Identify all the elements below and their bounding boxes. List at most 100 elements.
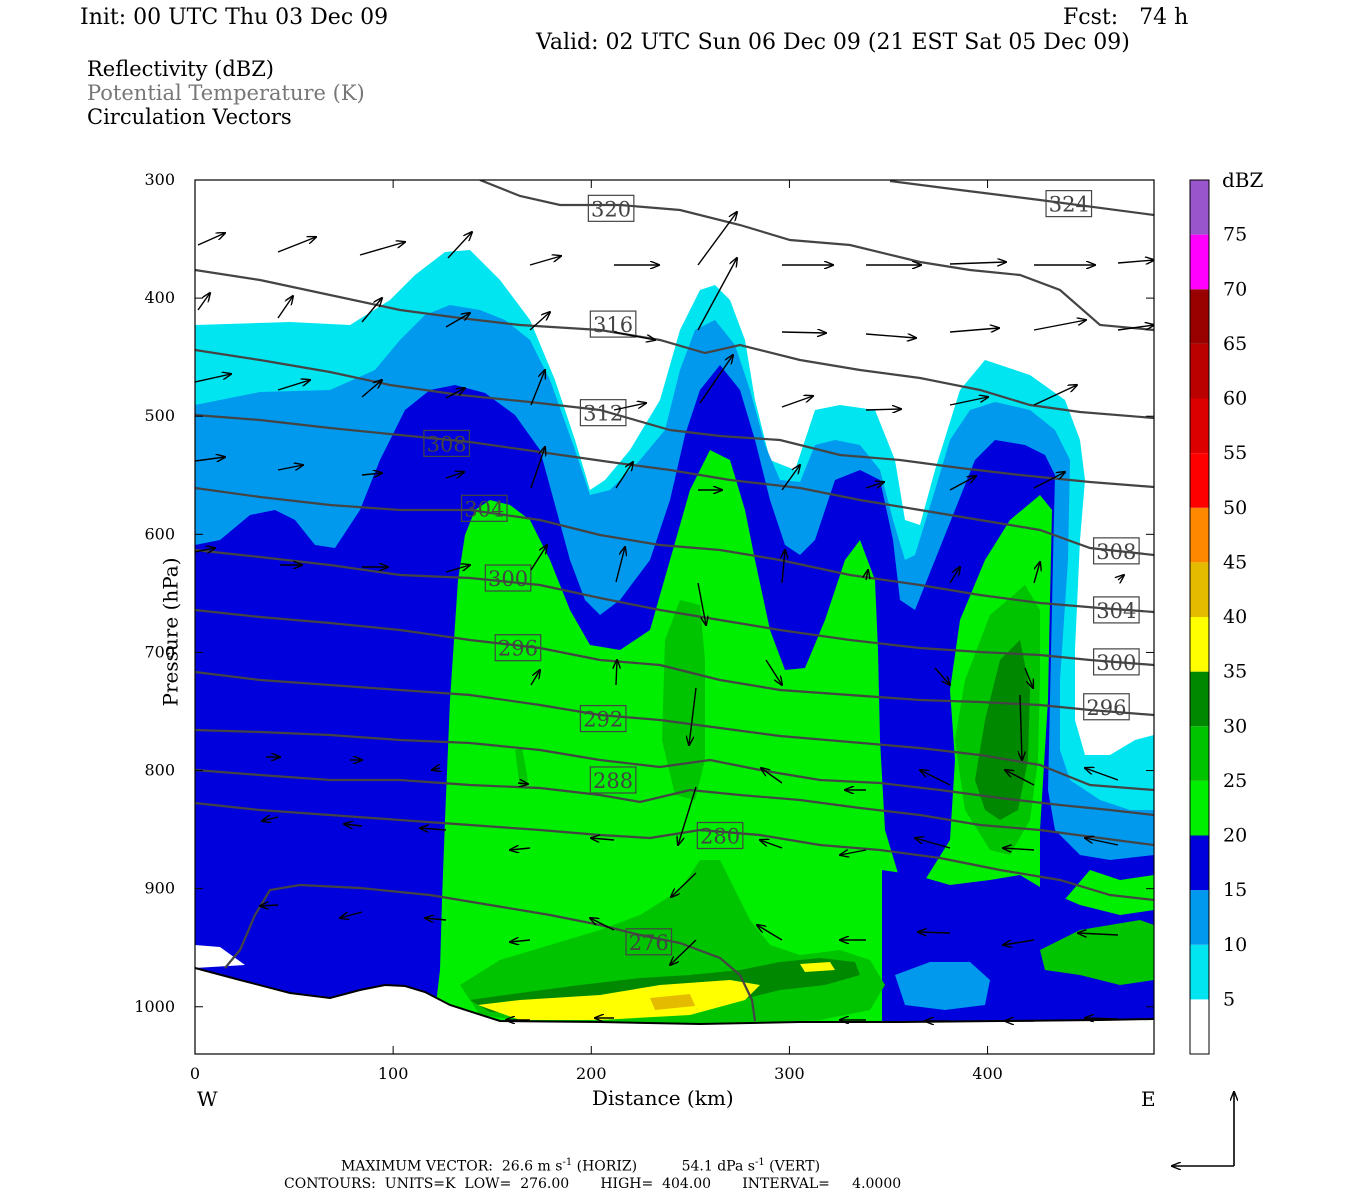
colorbar-bin-60 xyxy=(1190,343,1209,399)
colorbar-label: 65 xyxy=(1223,333,1247,355)
colorbar-bin-70 xyxy=(1190,234,1209,290)
colorbar-frame xyxy=(1189,179,1210,1055)
colorbar-bin-25 xyxy=(1190,726,1209,781)
axes: 300 400 500 600 700 800 900 1000 0 100 200 300 400 xyxy=(134,170,1154,1083)
x-tick-label: 100 xyxy=(378,1064,409,1083)
theta-324-top xyxy=(889,180,1154,217)
colorbar-bin-below-5 xyxy=(1190,999,1209,1054)
footer-max-vector: MAXIMUM VECTOR: 26.6 m s-1 (HORIZ) 54.1 … xyxy=(341,1157,820,1175)
dbz-25-blob-c xyxy=(515,748,528,788)
theta-label-box xyxy=(589,766,637,794)
theta-label: 276 xyxy=(629,931,669,955)
colorbar-label: 75 xyxy=(1223,224,1247,246)
circulation-vectors xyxy=(195,212,1154,1021)
theta-label: 324 xyxy=(1049,193,1089,217)
theta-label-box xyxy=(1083,693,1130,721)
theta-label-box xyxy=(625,928,673,956)
theta-label: 288 xyxy=(593,769,633,793)
valid-time: Valid: 02 UTC Sun 06 Dec 09 (21 EST Sat … xyxy=(536,30,1130,55)
theta-292 xyxy=(195,670,1154,792)
theta-label-box xyxy=(1093,596,1140,624)
theta-296 xyxy=(195,608,1154,717)
dbz-lt5-bottom-left xyxy=(195,945,245,968)
x-tick-label: 200 xyxy=(576,1064,607,1083)
theta-label: 304 xyxy=(1096,599,1136,623)
underground-mask xyxy=(195,968,1154,1054)
dbz-40-core xyxy=(650,994,695,1010)
x-axis-title: Distance (km) xyxy=(592,1086,734,1110)
theta-contour-labels: 320 324 316 312 308 304 300 296 292 288 280 276 308 3… xyxy=(423,190,1140,956)
colorbar-label: 55 xyxy=(1223,442,1247,464)
theta-label-box xyxy=(1045,190,1093,218)
dbz-25-right-low xyxy=(1040,920,1154,985)
colorbar-label: 15 xyxy=(1223,879,1247,901)
y-tick-label: 600 xyxy=(144,524,175,543)
colorbar-label: 20 xyxy=(1223,825,1247,847)
max-vert-value: 54.1 dPa s xyxy=(681,1158,755,1175)
dbz-10-blob-right xyxy=(895,962,990,1010)
colorbar-bin-45 xyxy=(1190,507,1209,563)
theta-label-box xyxy=(484,564,532,592)
dbz-30-column xyxy=(975,640,1030,820)
theta-label: 296 xyxy=(498,637,538,661)
y-tick-label: 300 xyxy=(144,170,175,189)
max-horiz-value: 26.6 m s xyxy=(501,1158,563,1175)
colorbar-label: 45 xyxy=(1223,551,1247,573)
colorbar-label: 30 xyxy=(1223,715,1247,737)
colorbar-bin-10 xyxy=(1190,890,1209,945)
y-tick-label: 800 xyxy=(144,761,175,780)
field-vectors: Circulation Vectors xyxy=(87,105,292,129)
reflectivity-field xyxy=(195,250,1154,1054)
y-tick-label: 500 xyxy=(144,406,175,425)
max-vector-label: MAXIMUM VECTOR: xyxy=(341,1158,493,1175)
colorbar-label: 25 xyxy=(1223,770,1247,792)
colorbar-bin-50 xyxy=(1190,453,1209,508)
max-horiz-exp: -1 xyxy=(562,1157,573,1168)
colorbar-label: 35 xyxy=(1223,661,1247,683)
theta-label: 280 xyxy=(700,825,740,849)
theta-label-box xyxy=(423,429,470,457)
colorbar-bin-5 xyxy=(1190,944,1209,1000)
theta-label: 316 xyxy=(593,313,633,337)
colorbar-bin-75 xyxy=(1190,180,1209,235)
theta-label-box xyxy=(579,399,627,427)
max-vert-tag: (VERT) xyxy=(769,1158,821,1175)
colorbar-bin-20 xyxy=(1190,780,1209,836)
theta-label-box xyxy=(589,310,637,338)
colorbar-bin-35 xyxy=(1190,617,1209,672)
plot-frame xyxy=(194,179,1155,1055)
max-vert-exp: -1 xyxy=(754,1157,765,1168)
theta-label: 308 xyxy=(427,432,467,456)
colorbar: 5 10 15 20 25 30 35 40 45 50 55 60 65 70 75 xyxy=(1189,179,1247,1055)
theta-304 xyxy=(195,486,1154,614)
theta-label: 308 xyxy=(1096,540,1136,564)
theta-label-box xyxy=(1093,537,1140,565)
theta-label: 312 xyxy=(583,402,623,426)
theta-label-box xyxy=(494,634,542,662)
theta-label: 320 xyxy=(591,197,631,221)
theta-label-box xyxy=(696,821,744,850)
theta-label: 304 xyxy=(464,497,504,521)
theta-label-box xyxy=(1093,648,1140,676)
y-tick-label: 1000 xyxy=(134,997,175,1016)
dbz-35-core xyxy=(478,980,760,1020)
colorbar-bin-15 xyxy=(1190,835,1209,891)
theta-label: 300 xyxy=(488,567,528,591)
theta-288 xyxy=(195,728,1154,817)
colorbar-unit: dBZ xyxy=(1222,168,1264,192)
x-tick-label: 300 xyxy=(774,1064,805,1083)
theta-label-box xyxy=(460,494,508,522)
theta-label: 292 xyxy=(583,708,623,732)
y-tick-label: 900 xyxy=(144,879,175,898)
colorbar-label: 70 xyxy=(1223,278,1247,300)
theta-284 xyxy=(195,768,1154,847)
x-tick-label: 400 xyxy=(972,1064,1003,1083)
y-axis-title: Pressure (hPa) xyxy=(158,557,183,707)
colorbar-label: 50 xyxy=(1223,497,1247,519)
terrain-line xyxy=(194,967,1155,1026)
init-time: Init: 00 UTC Thu 03 Dec 09 xyxy=(80,5,389,30)
colorbar-label: 10 xyxy=(1223,934,1247,956)
theta-label-box xyxy=(587,194,635,222)
theta-300 xyxy=(195,548,1154,667)
field-theta: Potential Temperature (K) xyxy=(87,81,365,105)
